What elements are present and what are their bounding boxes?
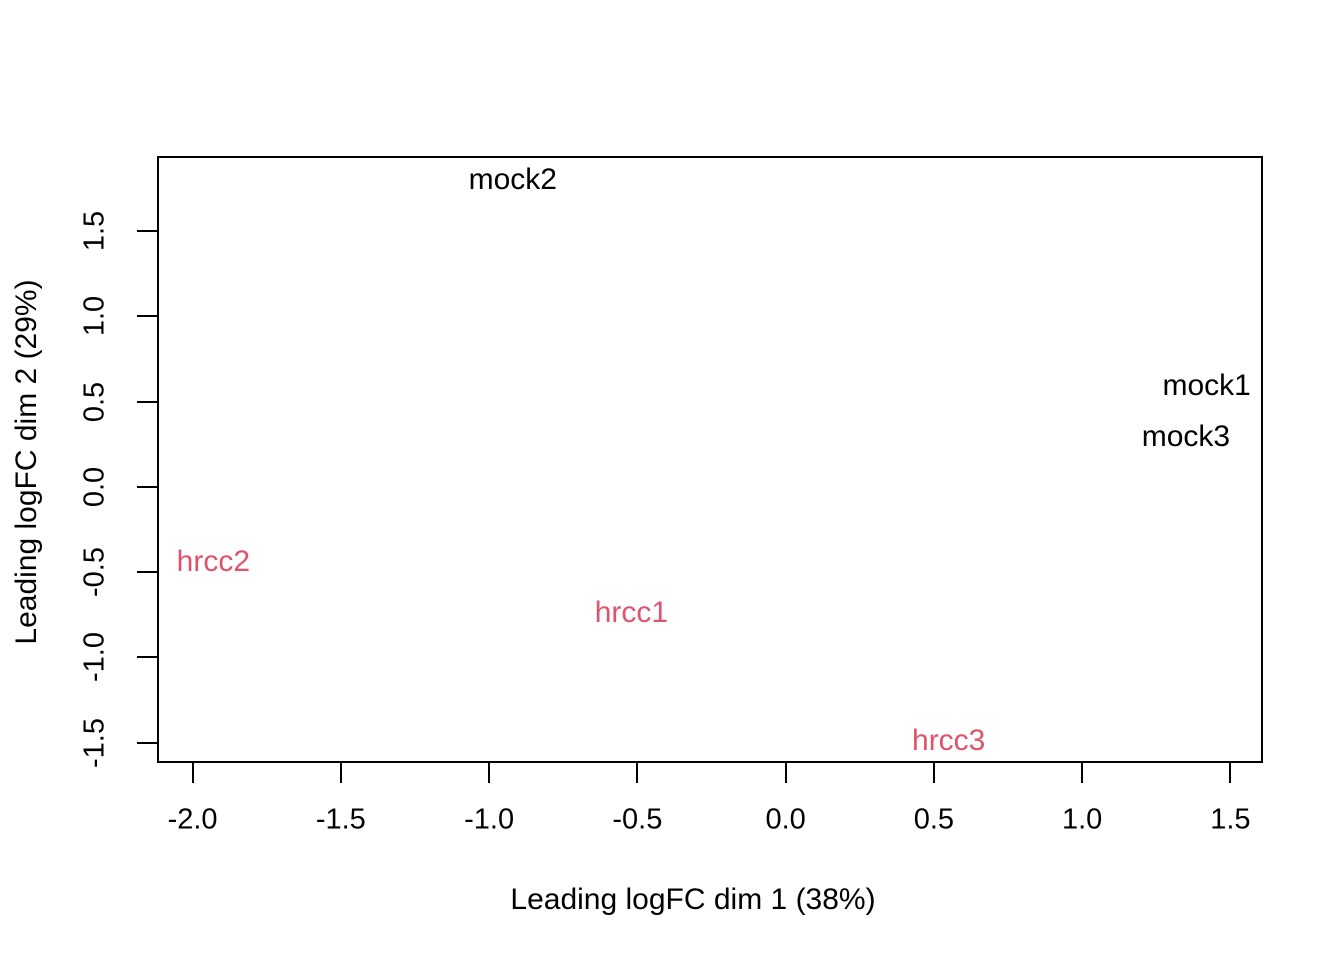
x-tick-label: -0.5 <box>612 803 663 836</box>
y-tick-mark <box>137 315 157 318</box>
x-tick-mark <box>488 763 491 783</box>
x-tick-mark <box>1229 763 1232 783</box>
x-tick-label: 1.5 <box>1210 803 1251 836</box>
y-axis-title: Leading logFC dim 2 (29%) <box>10 279 43 645</box>
x-tick-mark <box>191 763 194 783</box>
x-tick-label: 1.0 <box>1061 803 1103 836</box>
plot-area-border <box>157 156 1263 763</box>
y-tick-label: 1.5 <box>78 210 111 252</box>
y-tick-label: 0.0 <box>78 466 111 507</box>
x-tick-label: 0.0 <box>765 803 806 836</box>
sample-point-label-hrcc1: hrcc1 <box>594 595 669 629</box>
x-tick-mark <box>1081 763 1084 783</box>
y-tick-label: 1.0 <box>78 296 111 337</box>
y-tick-label: 0.5 <box>78 381 111 422</box>
sample-point-label-mock1: mock1 <box>1162 369 1251 403</box>
sample-point-label-mock3: mock3 <box>1141 420 1231 454</box>
sample-point-label-hrcc2: hrcc2 <box>176 544 251 578</box>
y-tick-mark <box>137 741 157 744</box>
y-tick-mark <box>137 485 157 488</box>
x-tick-label: 0.5 <box>913 803 955 836</box>
x-tick-mark <box>784 763 787 783</box>
y-tick-mark <box>137 230 157 233</box>
y-tick-mark <box>137 656 157 659</box>
x-tick-label: -2.0 <box>167 803 218 836</box>
y-tick-label: -1.0 <box>78 632 111 683</box>
x-axis-title: Leading logFC dim 1 (38%) <box>510 883 876 916</box>
y-tick-label: -0.5 <box>78 547 111 598</box>
x-tick-mark <box>339 763 342 783</box>
y-tick-mark <box>137 571 157 574</box>
sample-point-label-hrcc3: hrcc3 <box>912 723 986 757</box>
x-tick-mark <box>932 763 935 783</box>
x-tick-label: -1.0 <box>464 803 515 836</box>
y-tick-mark <box>137 400 157 403</box>
x-tick-mark <box>636 763 639 783</box>
sample-point-label-mock2: mock2 <box>468 162 557 196</box>
y-tick-label: -1.5 <box>78 717 111 768</box>
x-tick-label: -1.5 <box>315 803 366 836</box>
